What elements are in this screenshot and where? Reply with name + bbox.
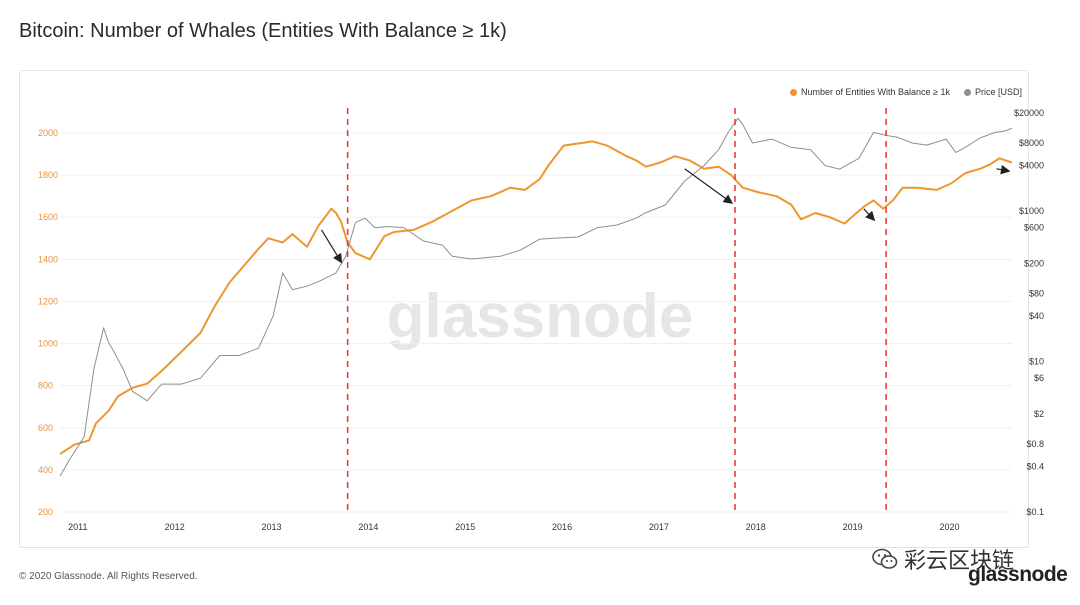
right-tick-label: $0.4	[1026, 462, 1044, 472]
x-tick-label: 2019	[843, 522, 863, 532]
right-tick-label: $2	[1034, 409, 1044, 419]
right-tick-label: $600	[1024, 223, 1044, 233]
copyright-text: © 2020 Glassnode. All Rights Reserved.	[19, 571, 198, 582]
right-tick-label: $20000	[1014, 108, 1044, 118]
chart-frame	[19, 70, 1029, 548]
whales-series-line	[59, 140, 1013, 455]
wechat-account-label: 彩云区块链	[904, 548, 1015, 573]
right-tick-label: $1000	[1019, 206, 1044, 216]
right-tick-label: $0.8	[1026, 439, 1044, 449]
series-layer	[59, 117, 1013, 477]
left-tick-label: 1200	[38, 296, 58, 306]
marker-layer	[346, 108, 887, 514]
legend-item-price[interactable]: Price [USD]	[963, 87, 1022, 97]
wechat-icon	[872, 548, 898, 569]
right-tick-label: $4000	[1019, 161, 1044, 171]
x-tick-label: 2013	[262, 522, 282, 532]
x-tick-label: 2011	[68, 522, 87, 532]
left-tick-label: 1000	[38, 339, 58, 349]
left-tick-label: 800	[38, 381, 53, 391]
legend-label-whales: Number of Entities With Balance ≥ 1k	[800, 87, 950, 97]
glassnode-logo: glassnode	[968, 563, 1068, 586]
wechat-watermark: 彩云区块链	[872, 543, 1014, 575]
chart-legend: Number of Entities With Balance ≥ 1k Pri…	[789, 87, 1022, 97]
legend-dot-whales	[789, 88, 797, 96]
left-tick-label: 1600	[38, 212, 58, 222]
x-tick-label: 2014	[358, 522, 378, 532]
left-tick-label: 400	[38, 465, 53, 475]
right-tick-label: $8000	[1019, 138, 1044, 148]
grid-layer	[60, 132, 1012, 513]
legend-label-price: Price [USD]	[974, 87, 1022, 97]
right-tick-label: $40	[1029, 311, 1044, 321]
x-tick-label: 2020	[939, 522, 959, 532]
x-tick-label: 2018	[746, 522, 766, 532]
left-tick-label: 1800	[38, 170, 58, 180]
left-tick-label: 1400	[38, 254, 58, 264]
legend-dot-price	[963, 88, 971, 96]
right-tick-label: $10	[1029, 356, 1044, 366]
legend-item-whales[interactable]: Number of Entities With Balance ≥ 1k	[789, 87, 950, 97]
left-tick-label: 200	[38, 507, 53, 517]
right-axis: $0.1 $0.4 $0.8 $2 $6 $10 $40 $80 $200 $600 $1000 $4…	[1014, 108, 1044, 517]
x-tick-label: 2017	[649, 522, 669, 532]
left-tick-label: 600	[38, 423, 53, 433]
annotation-arrow	[320, 229, 343, 264]
right-tick-label: $6	[1034, 373, 1044, 383]
annotation-arrow	[863, 208, 876, 222]
x-tick-label: 2015	[455, 522, 475, 532]
watermark-text: glassnode	[387, 282, 694, 351]
arrow-layer	[320, 164, 1011, 264]
left-axis: 200 400 600 800 1000 1200 1400 1600 1800 2000	[38, 128, 58, 517]
left-tick-label: 2000	[38, 128, 58, 138]
x-tick-label: 2012	[165, 522, 185, 532]
annotation-arrow	[996, 164, 1011, 175]
right-tick-label: $0.1	[1026, 507, 1044, 517]
right-tick-label: $80	[1029, 288, 1044, 298]
page-title: Bitcoin: Number of Whales (Entities With…	[19, 20, 507, 42]
price-series-line	[59, 117, 1013, 477]
x-tick-label: 2016	[552, 522, 572, 532]
right-tick-label: $200	[1024, 259, 1044, 269]
annotation-arrow	[684, 168, 734, 204]
x-axis: 2011 2012 2013 2014 2015 2016 2017 2018 2019 2020	[68, 522, 959, 532]
